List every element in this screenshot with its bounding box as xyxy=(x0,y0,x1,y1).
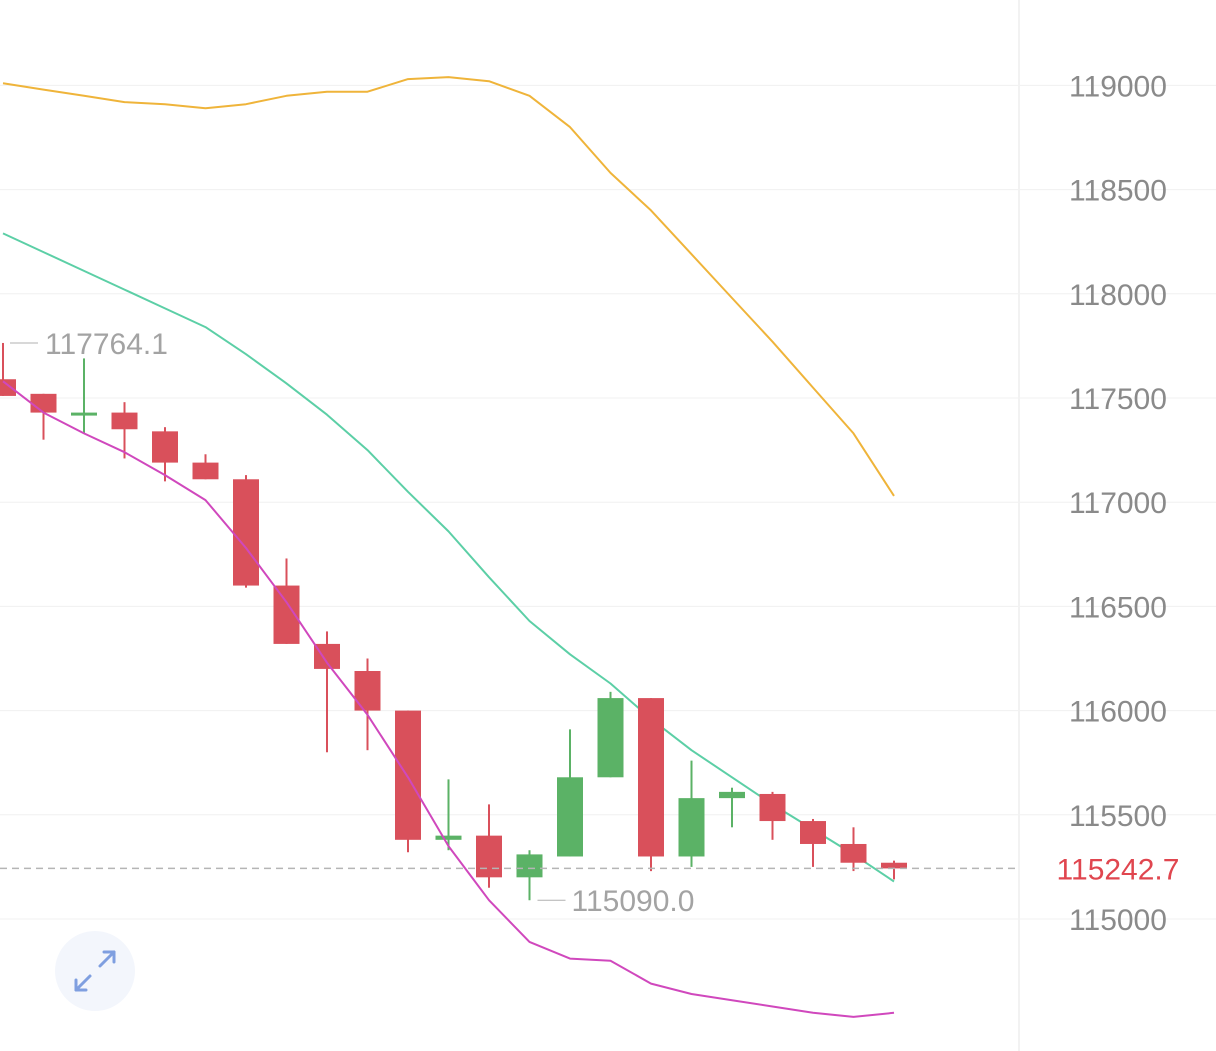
candle-body xyxy=(192,462,219,480)
candle-body xyxy=(233,479,259,586)
price-axis: 115000 115500 116000 116500 117000 117500 1180… xyxy=(1069,70,1167,937)
candle-body xyxy=(557,777,583,857)
candle-up xyxy=(597,691,624,778)
y-tick-label: 117500 xyxy=(1069,383,1167,416)
candle-body xyxy=(719,791,745,799)
candle-body xyxy=(516,854,543,878)
candle-down xyxy=(0,342,16,396)
expand-arrows-icon xyxy=(74,950,116,992)
candle-up xyxy=(435,779,462,851)
candle-down xyxy=(881,860,907,880)
candle-body xyxy=(881,862,907,869)
candle-body xyxy=(678,798,705,857)
y-tick-label: 115000 xyxy=(1069,904,1167,937)
candle-down xyxy=(395,710,421,853)
candle-body xyxy=(395,710,421,840)
candle-down xyxy=(192,454,219,480)
y-tick-label: 116500 xyxy=(1069,591,1167,624)
candle-body xyxy=(800,821,826,844)
low-price-label: 115090.0 xyxy=(572,885,695,918)
y-tick-label: 118500 xyxy=(1069,175,1167,208)
candle-body xyxy=(476,835,502,878)
last-price-label: 115242.7 xyxy=(1057,853,1180,886)
candle-body xyxy=(638,698,664,857)
grid-lines xyxy=(0,84,1216,920)
expand-button[interactable] xyxy=(55,931,135,1011)
annotations: 117764.1 115090.0 115242.7 xyxy=(0,328,1216,918)
candle-body xyxy=(435,835,462,840)
last-price-label-bg xyxy=(1022,844,1216,893)
candle-body xyxy=(71,412,97,416)
y-tick-label: 116000 xyxy=(1069,696,1167,729)
candle-body xyxy=(30,393,57,413)
candle-down xyxy=(840,827,867,872)
candle-down xyxy=(638,698,664,872)
candle-body xyxy=(840,843,867,863)
candle-body xyxy=(152,431,178,463)
candle-up xyxy=(516,850,543,901)
candle-body xyxy=(759,793,786,822)
candle-body xyxy=(0,379,16,396)
upper-band-line xyxy=(2,76,895,497)
candle-body xyxy=(597,698,624,778)
candle-down xyxy=(476,804,502,888)
candle-down xyxy=(759,791,786,840)
candle-down xyxy=(233,475,259,588)
lower-band-line xyxy=(2,380,895,1018)
band-lines xyxy=(2,76,895,883)
candle-down xyxy=(800,818,826,867)
y-tick-label: 119000 xyxy=(1069,70,1167,103)
candle-body xyxy=(111,412,138,430)
candle-up xyxy=(719,787,745,828)
candle-up xyxy=(71,358,97,434)
candle-up xyxy=(678,760,705,867)
y-tick-label: 118000 xyxy=(1069,279,1167,312)
y-tick-label: 117000 xyxy=(1069,487,1167,520)
y-tick-label: 115500 xyxy=(1069,800,1167,833)
candle-down xyxy=(152,427,178,482)
middle-band-line xyxy=(2,232,895,883)
candle-up xyxy=(557,729,583,857)
high-price-label: 117764.1 xyxy=(45,328,168,361)
candle-down xyxy=(111,402,138,459)
candles xyxy=(0,342,907,1018)
